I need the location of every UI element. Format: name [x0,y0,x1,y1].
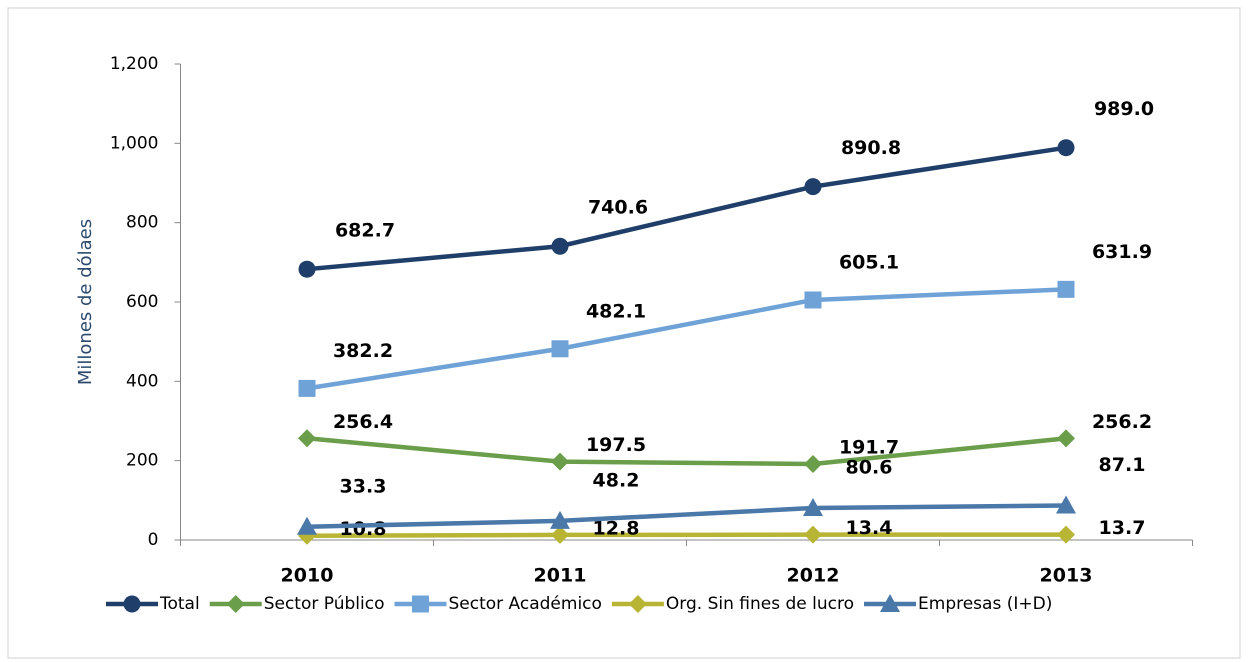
point [551,452,569,471]
legend-marker [226,595,245,613]
data-label: 382.2 [333,340,393,362]
legend-marker [123,595,141,613]
data-label: 13.4 [846,517,893,539]
point [1057,280,1075,298]
point [298,260,316,278]
data-label: 87.1 [1099,454,1146,476]
series-line [306,503,1067,530]
y-tick-label: 0 [148,530,159,550]
y-axis-label: Millones de dólaes [75,219,96,385]
x-tick-label: 2012 [787,565,840,587]
data-label: 13.7 [1099,517,1146,539]
legend-label: Empresas (I+D) [918,594,1052,614]
data-label: 80.6 [846,457,893,479]
data-label: 256.2 [1092,411,1152,433]
data-label: 482.1 [586,300,646,322]
y-tick-label: 800 [126,213,158,233]
legend-label: Total [159,594,200,614]
point [550,510,570,529]
point [1057,429,1075,448]
point [803,498,823,517]
x-tick-label: 2013 [1040,565,1093,587]
y-tick-label: 1,200 [110,54,159,74]
point [551,340,569,358]
legend-label: Sector Académico [448,594,601,614]
legend-marker [411,595,429,613]
series-line [306,532,1067,538]
data-label: 256.4 [333,411,393,433]
data-label: 197.5 [586,434,646,456]
point [298,429,316,448]
frame [7,7,1241,659]
data-label: 12.8 [593,517,640,539]
legend-marker [880,594,901,612]
y-tick-label: 200 [126,451,158,471]
point [551,525,569,544]
data-label: 605.1 [839,251,899,273]
point [1056,495,1076,514]
point [297,516,317,535]
x-tick-label: 2011 [534,565,587,587]
data-label: 682.7 [335,220,395,242]
data-label: 989.0 [1094,98,1154,120]
series-line [306,436,1067,467]
data-label: 10.8 [340,518,387,540]
y-tick-label: 1,000 [110,133,159,153]
point [804,525,822,544]
point [804,291,822,309]
legend-marker [628,595,647,613]
point [1057,139,1075,157]
point [298,379,316,397]
series-line [306,287,1067,391]
point [804,454,822,473]
y-tick-label: 600 [126,292,158,312]
data-label: 740.6 [588,197,648,219]
data-label: 631.9 [1092,241,1152,263]
data-label: 33.3 [340,475,387,497]
point [551,237,569,255]
legend-label: Sector Público [264,594,385,614]
data-label: 890.8 [841,137,901,159]
point [804,178,822,196]
x-tick-label: 2010 [281,565,334,587]
y-tick-label: 400 [126,371,158,391]
data-label: 48.2 [593,469,640,491]
point [1057,525,1075,544]
series-line [306,145,1067,272]
legend-label: Org. Sin fines de lucro [666,594,854,614]
data-label: 191.7 [839,436,899,458]
